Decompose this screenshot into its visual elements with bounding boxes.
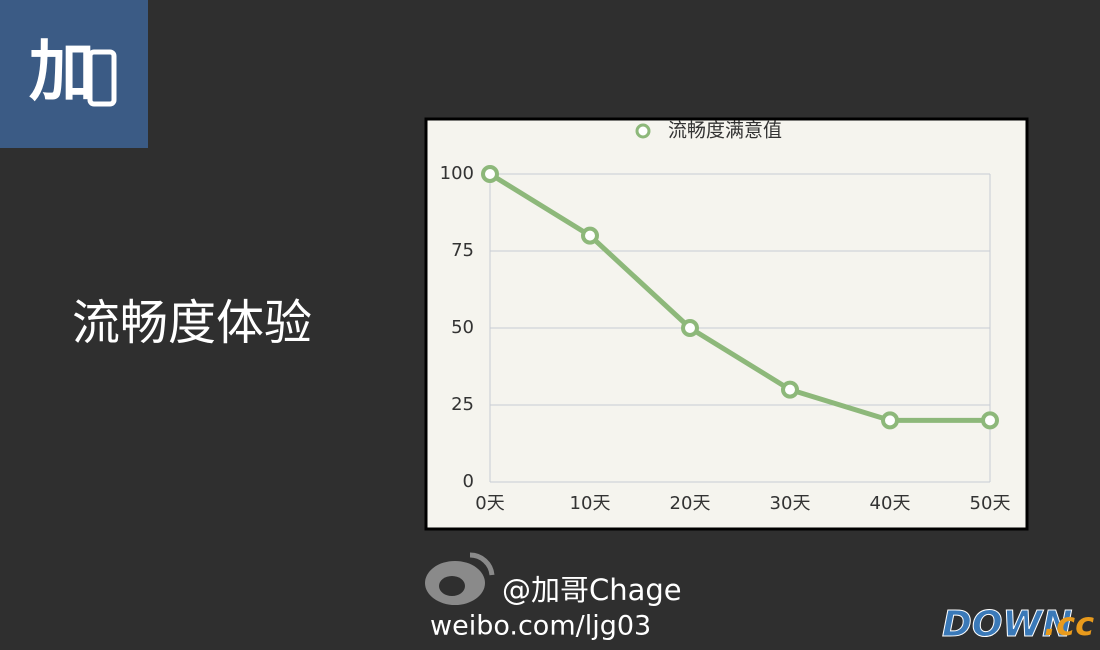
heading: 流畅度体验 (72, 295, 312, 351)
y-tick-label: 75 (451, 240, 474, 261)
watermark: DOWN (942, 604, 1072, 645)
weibo-icon (425, 552, 495, 605)
data-point (881, 411, 899, 430)
legend-label: 流畅度满意值 (668, 120, 782, 142)
series-line (488, 171, 990, 423)
weibo-icon-wave (469, 552, 495, 576)
logo-text: 加 (29, 33, 95, 110)
data-point (781, 380, 799, 399)
weibo-handle: @加哥Chage (502, 573, 682, 607)
data-point (981, 411, 999, 430)
y-tick-label: 50 (451, 317, 474, 338)
weibo-url: weibo.com/ljg03 (430, 611, 651, 642)
watermark-suffix: .cc (1044, 605, 1094, 643)
x-tick-label: 40天 (870, 493, 911, 514)
y-tick-label: 0 (463, 471, 474, 492)
legend-marker (635, 123, 651, 139)
data-point (681, 319, 699, 337)
weibo-icon-eye (439, 576, 465, 596)
x-tick-label: 50天 (970, 493, 1011, 514)
logo-box (0, 0, 148, 148)
y-tick-label: 100 (440, 163, 474, 184)
data-point (581, 226, 599, 245)
x-tick-label: 30天 (770, 493, 811, 514)
x-tick-label: 10天 (570, 493, 611, 514)
logo-phone (87, 49, 117, 107)
x-tick-label: 20天 (670, 493, 711, 514)
data-point (481, 165, 499, 183)
x-tick-label: 0天 (475, 493, 504, 514)
y-tick-label: 25 (451, 394, 474, 415)
chart-frame (424, 117, 1029, 531)
